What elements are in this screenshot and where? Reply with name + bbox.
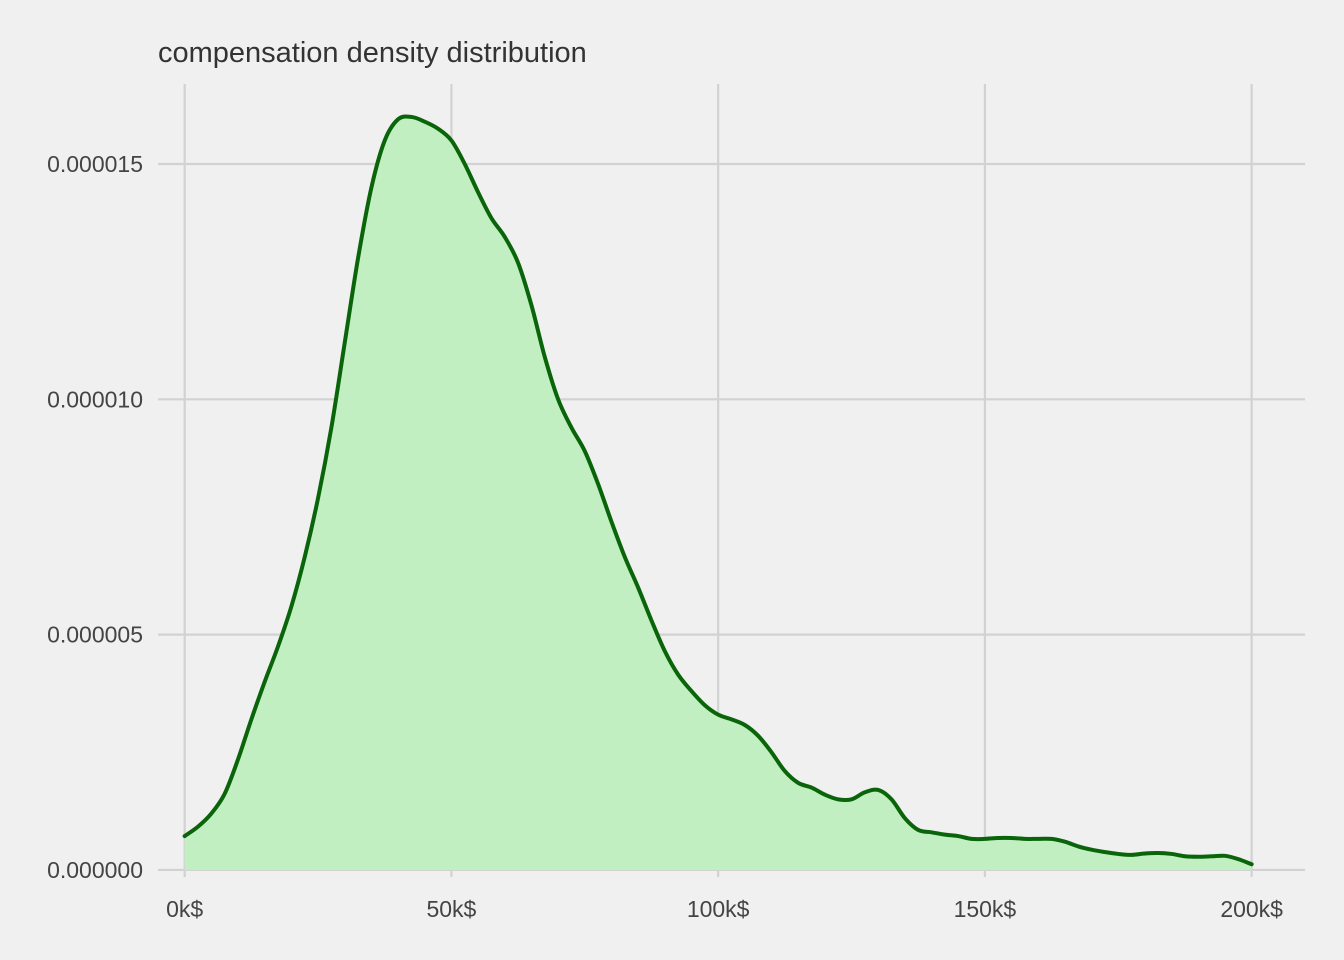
x-tick-label: 150k$ bbox=[954, 896, 1017, 922]
x-tick-label: 50k$ bbox=[426, 896, 476, 922]
y-tick-label: 0.000015 bbox=[47, 151, 143, 177]
y-tick-label: 0.000005 bbox=[47, 622, 143, 648]
y-tick-label: 0.000000 bbox=[47, 857, 143, 883]
y-tick-label: 0.000010 bbox=[47, 386, 143, 412]
density-fill bbox=[184, 116, 1252, 870]
x-tick-label: 200k$ bbox=[1220, 896, 1283, 922]
x-tick-label: 0k$ bbox=[166, 896, 203, 922]
axis-tick-labels: 0k$ 50k$ 100k$ 150k$ 200k$ 0.000000 0.000005 0.… bbox=[47, 151, 1283, 922]
chart-title: compensation density distribution bbox=[158, 37, 587, 69]
density-area bbox=[182, 114, 1254, 870]
x-tick-label: 100k$ bbox=[687, 896, 750, 922]
density-line bbox=[182, 114, 1254, 867]
